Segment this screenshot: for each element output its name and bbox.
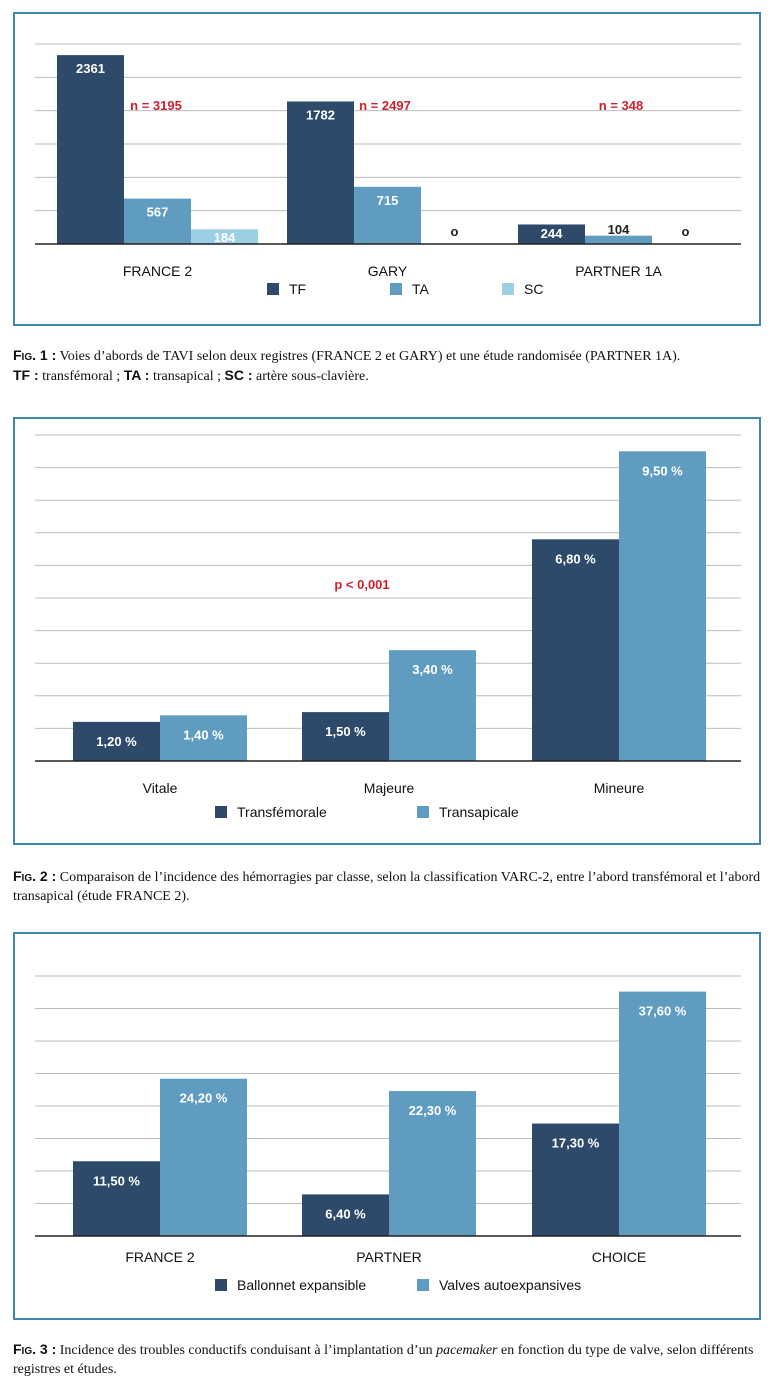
bar [518,224,585,244]
caption-1-def-ta: transapical ; [149,369,225,384]
bar [532,1123,619,1236]
caption-2-fig: Fig. 2 : [13,868,57,884]
data-label: 17,30 % [552,1136,600,1151]
data-label: 3,40 % [412,662,453,677]
bar [191,229,258,244]
caption-3: Fig. 3 : Incidence des troubles conducti… [13,1340,763,1379]
legend-label: TF [289,281,306,297]
x-tick-label: FRANCE 2 [125,1249,194,1265]
legend-swatch [215,1279,227,1291]
chart-1: 2361 1782 244 567 715 104 184 o o FRANCE 2 GARY PAR… [35,43,741,297]
bar [302,1194,389,1236]
bar [619,451,706,761]
annotation: n = 2497 [359,98,411,113]
chart-panel-3: 11,50 % 6,40 % 17,30 % 24,20 % 22,30 % 37,60 … [13,932,761,1320]
caption-2: Fig. 2 : Comparaison de l’incidence des … [13,867,763,906]
data-label: 6,80 % [555,551,596,566]
x-tick-label: GARY [368,263,408,279]
bar [287,101,354,244]
data-label: 11,50 % [93,1173,140,1188]
x-tick-label: FRANCE 2 [123,263,192,279]
bar [57,55,124,245]
chart-panel-2: 1,20 % 1,50 % 6,80 % 1,40 % 3,40 % 9,50 % Vita… [13,417,761,845]
caption-1: Fig. 1 : Voies d’abords de TAVI selon de… [13,346,763,386]
legend-swatch [502,283,514,295]
bar [532,539,619,761]
bar [160,715,247,761]
x-tick-label: Majeure [364,780,415,796]
data-label: 244 [541,226,563,241]
caption-1-def-tf: transfémoral ; [38,369,124,384]
data-label: 1782 [306,107,335,122]
legend-label: Ballonnet expansible [237,1277,366,1293]
data-label: 567 [147,205,169,220]
caption-1-text: Voies d’abords de TAVI selon deux regist… [59,349,681,364]
caption-1-def-sc: artère sous-clavière. [252,369,369,384]
annotation: p < 0,001 [334,577,389,592]
legend-label: Transapicale [439,804,519,820]
caption-1-fig: Fig. 1 : [13,347,57,363]
legend-swatch [267,283,279,295]
data-label: 184 [214,230,236,245]
legend-swatch [417,806,429,818]
data-label: 715 [377,193,399,208]
data-label: o [682,224,690,239]
caption-1-abbr-tf: TF : [13,367,39,383]
bar [73,721,160,761]
data-label: o [451,224,459,239]
data-label: 1,50 % [325,724,366,739]
bar [302,712,389,761]
x-tick-label: PARTNER [356,1249,422,1265]
legend-swatch [390,283,402,295]
x-tick-label: CHOICE [592,1249,646,1265]
data-label: 9,50 % [642,463,683,478]
caption-1-abbr-ta: TA : [123,367,150,383]
bar [354,186,421,244]
x-tick-label: PARTNER 1A [575,263,662,279]
bar [585,235,652,244]
data-label: 1,20 % [96,734,137,749]
caption-2-text: Comparaison de l’incidence des hémorragi… [13,870,761,904]
legend-label: Valves autoexpansives [439,1277,581,1293]
legend-swatch [215,806,227,818]
data-label: 104 [608,222,630,237]
caption-1-abbr-sc: SC : [224,367,253,383]
legend-label: Transfémorale [237,804,327,820]
caption-3-text-before: Incidence des troubles conductifs condui… [59,1343,437,1358]
bar [389,1091,476,1236]
annotation: n = 348 [599,98,643,113]
data-label: 37,60 % [639,1004,687,1019]
legend-label: SC [524,281,543,297]
annotation: n = 3195 [130,98,182,113]
caption-3-text-after: en fonction du type de valve, selon diff… [13,1343,754,1377]
bar [619,991,706,1236]
legend-swatch [417,1279,429,1291]
legend-label: TA [412,281,430,297]
chart-3: 11,50 % 6,40 % 17,30 % 24,20 % 22,30 % 37,60 … [35,975,741,1293]
data-label: 6,40 % [325,1206,366,1221]
data-label: 22,30 % [409,1103,457,1118]
x-tick-label: Vitale [143,780,178,796]
data-label: 2361 [76,61,105,76]
x-tick-label: Mineure [594,780,645,796]
data-label: 24,20 % [180,1091,228,1106]
caption-3-text-italic: pacemaker [436,1343,498,1358]
chart-2: 1,20 % 1,50 % 6,80 % 1,40 % 3,40 % 9,50 % Vita… [35,434,741,820]
bar [73,1161,160,1236]
bar [160,1078,247,1236]
data-label: 1,40 % [183,727,224,742]
caption-3-fig: Fig. 3 : [13,1341,57,1357]
bar [389,650,476,761]
chart-panel-1: 2361 1782 244 567 715 104 184 o o FRANCE 2 GARY PAR… [13,12,761,326]
bar [124,198,191,244]
